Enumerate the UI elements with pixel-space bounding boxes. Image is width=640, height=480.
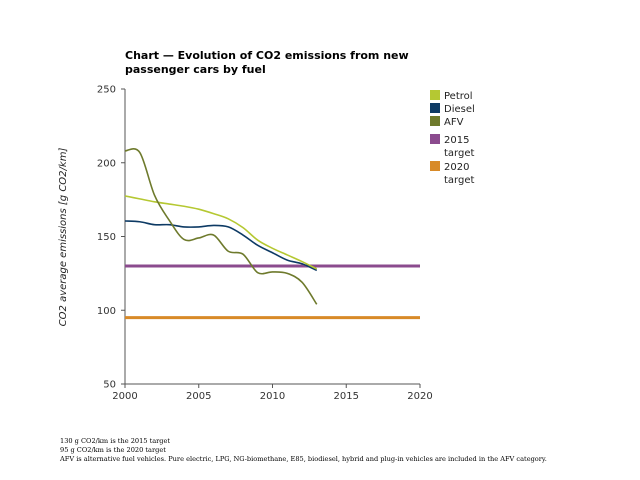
x-tick-label: 2000 [112,391,137,402]
legend-label-diesel: Diesel [444,104,475,115]
chart-plot: 50 100 150 200 250 2000 2005 2010 2015 2020 Petro… [58,85,475,403]
chart-title: Chart — Evolution of CO2 emissions from … [125,49,409,76]
legend-swatch-petrol [430,90,440,100]
footnotes: 130 g CO2/km is the 2015 target 95 g CO2… [60,437,547,464]
legend-swatch-afv [430,116,440,126]
footnote-3: AFV is alternative fuel vehicles. Pure e… [60,455,547,463]
x-tick-label: 2005 [186,391,211,402]
series-line-afv [124,147,318,305]
series-line-diesel [124,220,318,272]
legend-label-2020-target-cont: target [444,175,474,186]
y-axis-label: CO2 average emissions [g CO2/km] [58,148,69,327]
y-tick-label: 250 [97,85,116,96]
y-tick-label: 200 [97,158,116,169]
x-tick-label: 2015 [334,391,359,402]
x-tick-label: 2020 [407,391,432,402]
series-line-petrol [124,195,318,270]
series-lines [124,147,420,320]
axes: 50 100 150 200 250 2000 2005 2010 2015 2020 [97,85,433,403]
y-tick-label: 50 [103,380,116,391]
legend-label-2015-target-cont: target [444,148,474,159]
legend-swatch-diesel [430,103,440,113]
y-tick-label: 150 [97,232,116,243]
y-tick-label: 100 [97,306,116,317]
legend-label-2015-target: 2015 [444,135,469,146]
legend-swatch-2020-target [430,161,440,171]
legend-label-petrol: Petrol [444,91,473,102]
footnote-1: 130 g CO2/km is the 2015 target [60,437,171,445]
footnote-2: 95 g CO2/km is the 2020 target [60,446,166,454]
legend-label-afv: AFV [444,117,464,128]
legend: Petrol Diesel AFV 2015 target 2020 target [430,90,475,186]
legend-label-2020-target: 2020 [444,162,469,173]
legend-swatch-2015-target [430,134,440,144]
x-tick-label: 2010 [260,391,285,402]
